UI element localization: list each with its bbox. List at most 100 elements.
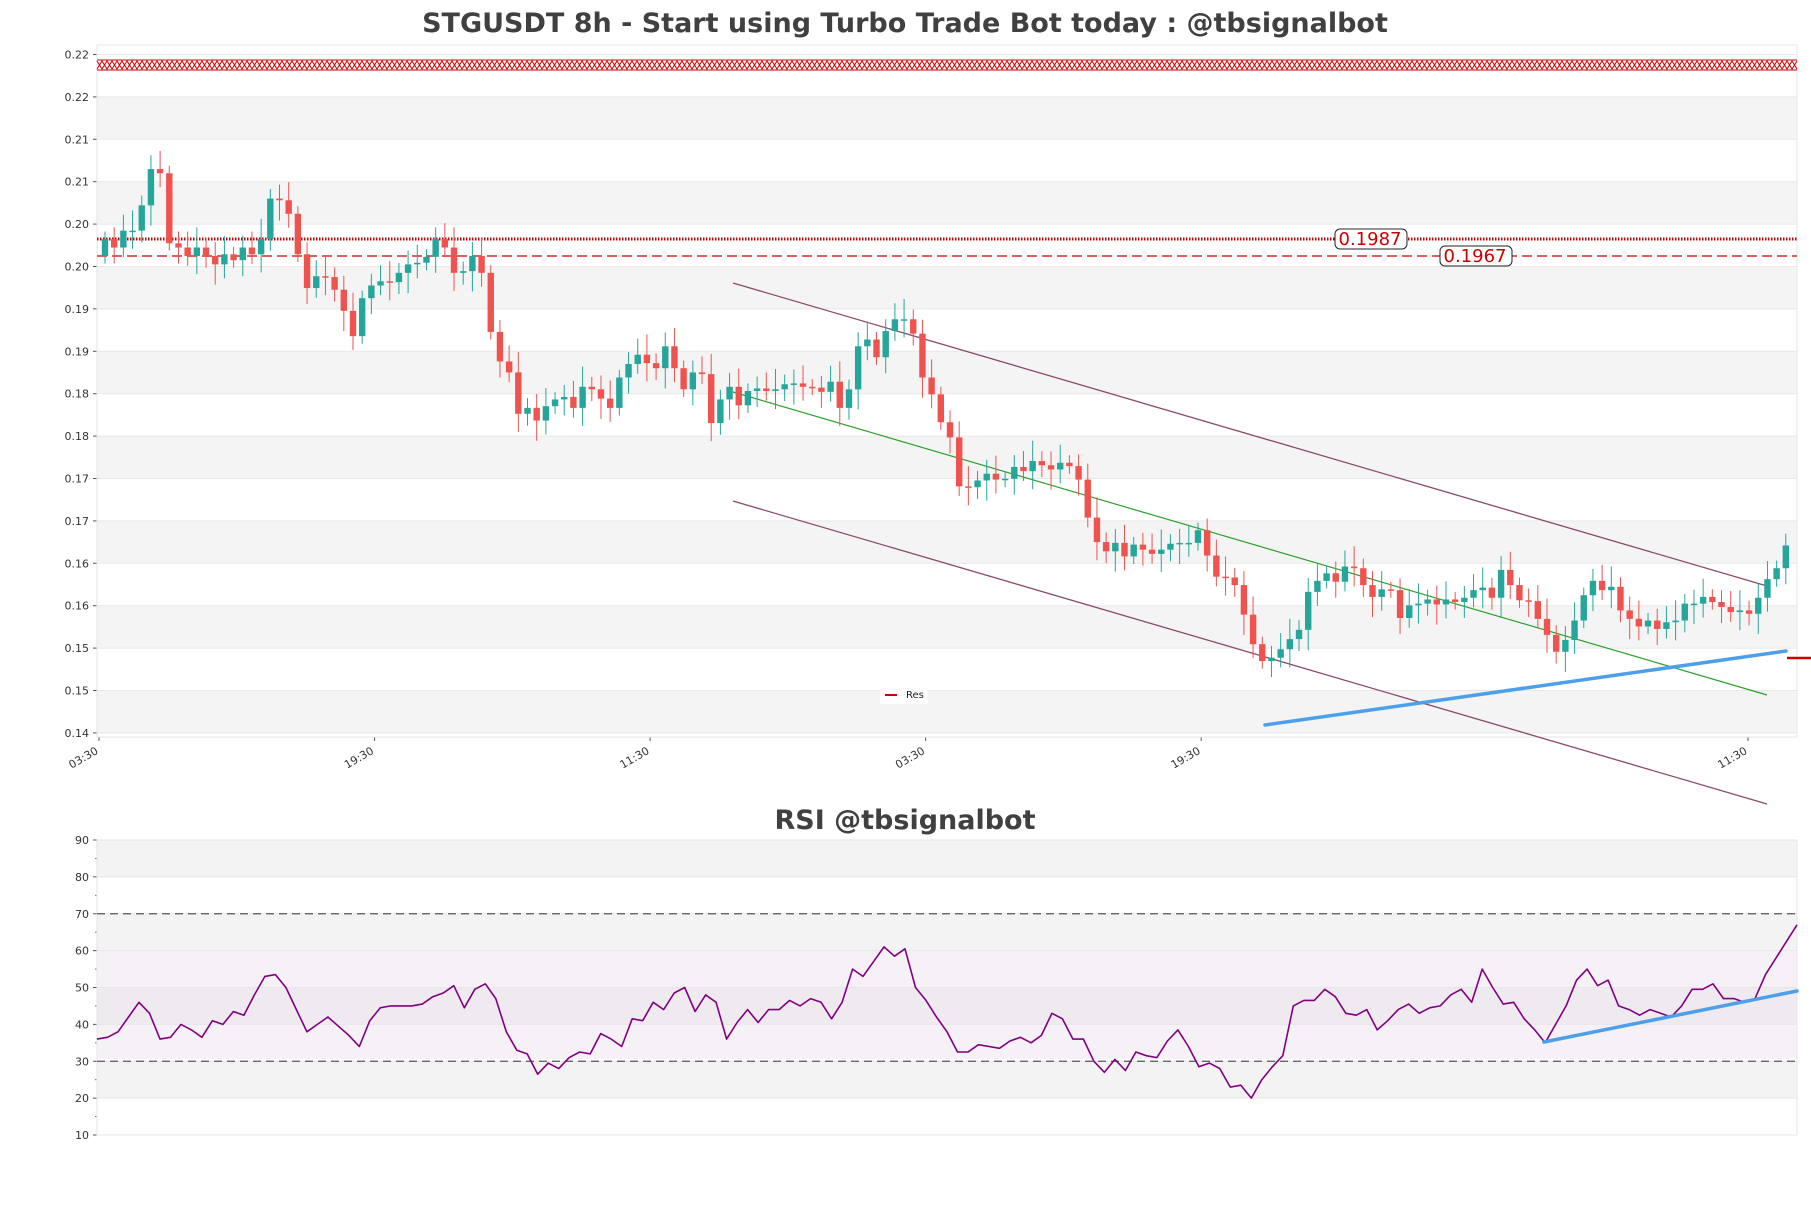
rsi-trendline xyxy=(1542,989,1799,1044)
candle-down xyxy=(763,388,770,391)
candle-up xyxy=(1589,580,1597,596)
candle-down xyxy=(1552,634,1560,652)
candle-down xyxy=(1047,465,1055,470)
candle-up xyxy=(1176,542,1183,545)
candle-up xyxy=(790,383,798,385)
candle-down xyxy=(671,346,678,369)
support-trendline xyxy=(1263,649,1788,727)
candle-up xyxy=(193,247,201,256)
zigzag-pattern-alt xyxy=(96,60,1798,70)
main-y-tick-label: 0.20 xyxy=(65,218,90,231)
candle-down xyxy=(202,247,210,256)
candle-up xyxy=(1185,542,1193,545)
candle-up xyxy=(827,381,834,392)
main-y-tick-label: 0.18 xyxy=(65,430,90,443)
rsi-y-tick-label: 60 xyxy=(75,945,89,958)
candle-up xyxy=(460,271,467,273)
main-y-tick-label: 0.18 xyxy=(65,388,90,401)
candle-down xyxy=(1020,466,1027,472)
rsi-band xyxy=(97,840,1797,877)
candle-up xyxy=(221,254,228,265)
rsi-y-tick-label: 70 xyxy=(75,908,89,921)
candle-up xyxy=(239,247,246,261)
main-y-tick-label: 0.21 xyxy=(65,176,90,189)
candle-up xyxy=(101,239,109,256)
candle-up xyxy=(726,386,733,400)
candle-up xyxy=(551,399,559,407)
candle-up xyxy=(616,377,623,408)
channel-mid-line xyxy=(732,391,1768,696)
candle-up xyxy=(634,354,641,364)
candle-up xyxy=(1314,580,1321,592)
main-y-tick-label: 0.22 xyxy=(65,91,90,104)
main-band xyxy=(97,181,1797,225)
candle-down xyxy=(166,173,173,244)
main-band xyxy=(97,351,1797,394)
main-y-tick-label: 0.21 xyxy=(65,133,90,146)
level-lines: 0.1987 0.1967 xyxy=(97,228,1797,267)
candlestick-series xyxy=(101,150,1790,678)
candle-down xyxy=(1240,585,1248,615)
candle-down xyxy=(1507,569,1514,586)
candle-down xyxy=(1709,596,1716,602)
candle-down xyxy=(1102,542,1110,552)
main-y-tick-label: 0.15 xyxy=(65,642,90,655)
candle-down xyxy=(441,239,449,248)
zigzag-pattern xyxy=(96,60,1798,70)
candle-up xyxy=(313,276,320,289)
candle-down xyxy=(450,247,458,273)
main-y-tick-label: 0.22 xyxy=(65,49,90,62)
rsi-zone-hatch xyxy=(97,951,1797,1059)
rsi-y-tick-label: 50 xyxy=(75,982,89,995)
candle-down xyxy=(1332,573,1339,582)
candle-down xyxy=(1525,600,1532,602)
candle-up xyxy=(1442,599,1450,605)
candle-down xyxy=(1203,530,1211,556)
candle-up xyxy=(358,298,366,337)
rsi-y-tick-label: 90 xyxy=(75,834,89,847)
candle-up xyxy=(974,480,981,488)
main-y-ticks: 0.22 0.22 0.21 0.21 0.20 0.20 0.19 0.19 0.18 0.18… xyxy=(65,49,97,740)
candle-up xyxy=(1112,542,1119,552)
main-x-ticks: 03:30 19:30 11:30 03:30 19:30 11:30 xyxy=(67,737,1750,771)
candle-down xyxy=(1084,479,1091,518)
candle-up xyxy=(864,339,871,347)
candle-up xyxy=(423,256,430,263)
candle-up xyxy=(257,239,265,255)
candle-up xyxy=(1341,566,1349,582)
candle-up xyxy=(1681,603,1688,621)
main-band xyxy=(97,436,1797,479)
candle-up xyxy=(579,386,586,408)
candle-down xyxy=(836,381,843,408)
candle-up xyxy=(744,391,752,406)
candle-up xyxy=(1011,466,1018,479)
candle-up xyxy=(772,389,779,391)
candle-up xyxy=(267,198,274,240)
candle-up xyxy=(1773,568,1780,580)
candle-down xyxy=(478,255,485,273)
candle-down xyxy=(873,339,880,358)
candle-up xyxy=(1001,478,1009,481)
candle-up xyxy=(662,346,669,369)
candle-down xyxy=(515,372,522,414)
candle-down xyxy=(1038,461,1046,466)
candle-down xyxy=(1745,610,1753,614)
rsi-line xyxy=(96,924,1798,1099)
candle-down xyxy=(1534,601,1542,619)
candle-down xyxy=(1543,618,1551,635)
candle-up xyxy=(138,205,145,231)
main-x-tick-label: 19:30 xyxy=(342,744,376,771)
candle-down xyxy=(322,276,329,278)
candle-down xyxy=(1139,544,1147,550)
candle-down xyxy=(928,377,935,395)
candle-down xyxy=(652,363,660,369)
legend: Res xyxy=(880,686,928,704)
rsi-plot-frame xyxy=(96,839,1798,1136)
candle-up xyxy=(1167,543,1174,550)
channel-upper-line xyxy=(732,282,1768,587)
candle-down xyxy=(910,319,917,334)
main-x-tick-label: 11:30 xyxy=(618,744,652,771)
candle-down xyxy=(212,255,219,265)
candle-up xyxy=(120,230,127,248)
candle-down xyxy=(1488,587,1496,598)
